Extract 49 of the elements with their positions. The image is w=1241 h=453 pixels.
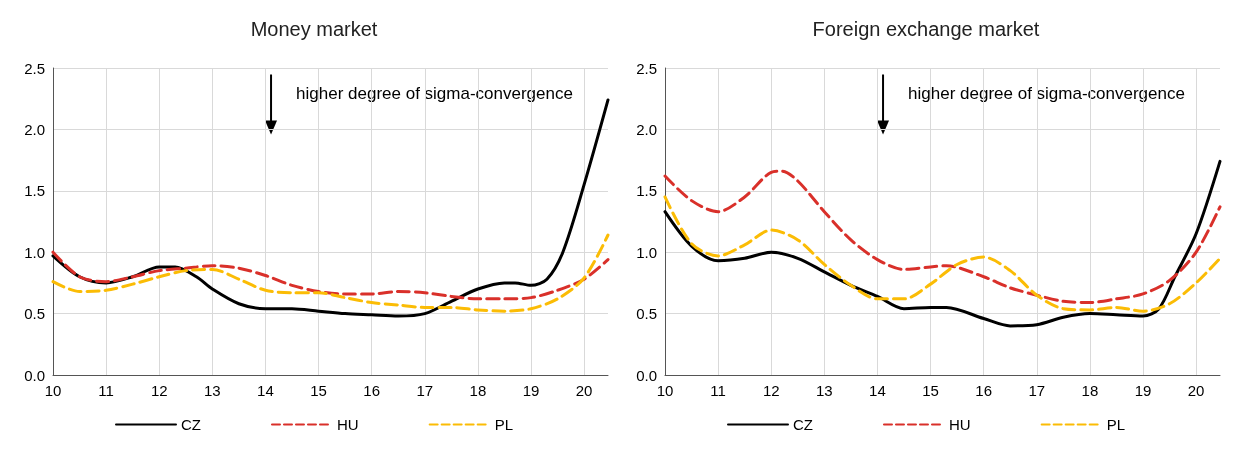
legend-label: PL bbox=[1106, 416, 1126, 433]
y-tick-label: 0.0 bbox=[636, 366, 657, 384]
y-tick-label: 1.0 bbox=[24, 243, 45, 261]
y-tick-label: 2.5 bbox=[24, 59, 45, 77]
annotation: higher degree of sigma-convergence bbox=[908, 83, 1185, 103]
x-tick-label: 11 bbox=[98, 382, 114, 399]
x-tick-label: 20 bbox=[575, 382, 593, 399]
y-tick-label: 1.5 bbox=[24, 182, 45, 200]
x-tick-label: 18 bbox=[1081, 382, 1099, 399]
x-tick-label: 17 bbox=[1028, 382, 1046, 399]
x-tick-label: 14 bbox=[257, 382, 274, 399]
line-series bbox=[663, 159, 1222, 328]
y-tick-label: 0.5 bbox=[636, 305, 657, 323]
x-tick-label: 16 bbox=[975, 382, 992, 399]
y-tick-label: 1.5 bbox=[636, 182, 657, 200]
legend-label: HU bbox=[336, 416, 359, 433]
x-tick-label: 12 bbox=[762, 382, 780, 399]
x-tick-label: 20 bbox=[1187, 382, 1205, 399]
x-tick-label: 13 bbox=[203, 382, 221, 399]
x-tick-label: 19 bbox=[522, 382, 540, 399]
y-tick-label: 2.5 bbox=[636, 59, 657, 77]
line-series bbox=[663, 169, 1222, 305]
x-tick-label: 10 bbox=[656, 382, 674, 399]
x-tick-label: 10 bbox=[44, 382, 62, 399]
chart-title: Money market bbox=[250, 18, 378, 40]
y-tick-label: 2.0 bbox=[24, 120, 45, 138]
y-tick-label: 2.0 bbox=[636, 120, 657, 138]
x-tick-label: 17 bbox=[416, 382, 434, 399]
x-tick-label: 19 bbox=[1134, 382, 1152, 399]
line-series bbox=[51, 233, 610, 313]
x-tick-label: 14 bbox=[869, 382, 886, 399]
chart-title: Foreign exchange market bbox=[812, 18, 1040, 40]
line-series bbox=[663, 195, 1222, 313]
legend-label: HU bbox=[948, 416, 971, 433]
x-tick-label: 11 bbox=[710, 382, 726, 399]
x-tick-label: 16 bbox=[363, 382, 380, 399]
x-tick-label: 13 bbox=[815, 382, 833, 399]
legend-label: PL bbox=[494, 416, 514, 433]
line-series bbox=[51, 250, 610, 301]
y-tick-label: 1.0 bbox=[636, 243, 657, 261]
x-tick-label: 12 bbox=[150, 382, 168, 399]
y-tick-label: 0.0 bbox=[24, 366, 45, 384]
annotation: higher degree of sigma-convergence bbox=[296, 83, 573, 103]
y-tick-label: 0.5 bbox=[24, 305, 45, 323]
legend-label: CZ bbox=[181, 416, 201, 433]
x-tick-label: 15 bbox=[922, 382, 939, 399]
legend-label: CZ bbox=[793, 416, 813, 433]
x-tick-label: 15 bbox=[310, 382, 327, 399]
x-tick-label: 18 bbox=[469, 382, 487, 399]
